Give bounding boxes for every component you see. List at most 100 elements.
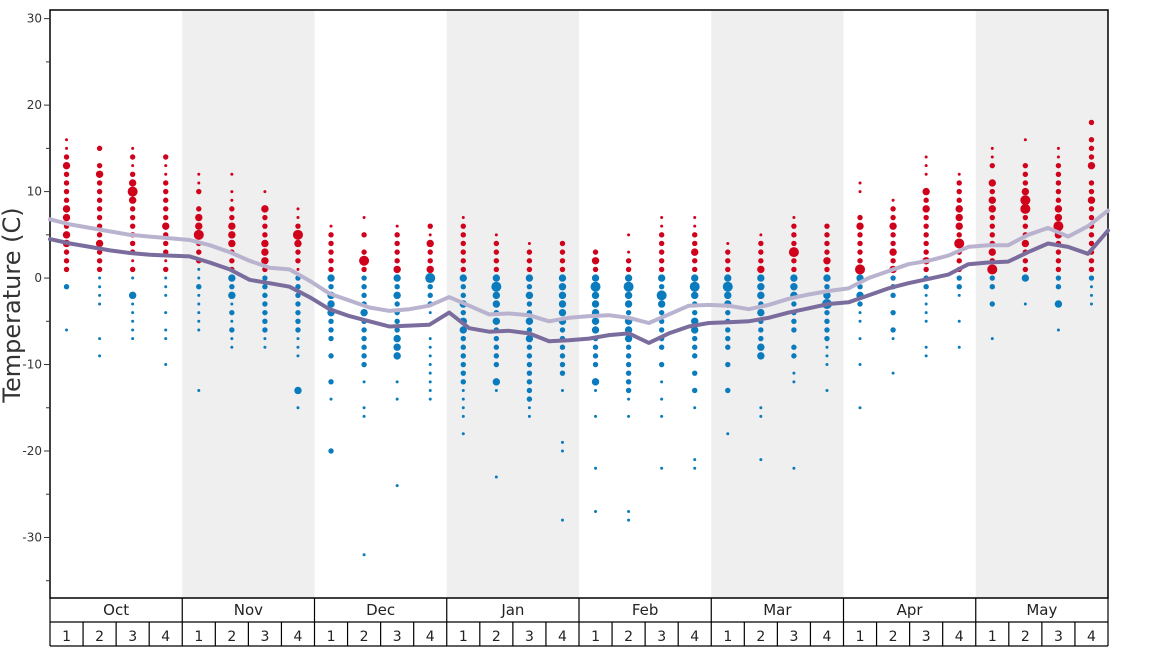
warm-temperature-dot: [394, 232, 400, 238]
warm-temperature-dot: [228, 231, 236, 239]
warm-temperature-dot: [229, 258, 235, 264]
cold-temperature-dot: [393, 352, 401, 360]
warm-temperature-dot: [62, 205, 71, 213]
cold-temperature-dot: [492, 274, 501, 282]
cold-temperature-dot: [625, 361, 632, 368]
cold-temperature-dot: [624, 300, 633, 308]
warm-temperature-dot: [526, 266, 533, 273]
cold-temperature-dot: [790, 274, 798, 282]
cold-temperature-dot: [591, 317, 600, 325]
warm-temperature-dot: [692, 232, 698, 238]
warm-temperature-dot: [759, 233, 763, 237]
warm-temperature-dot: [1055, 266, 1062, 273]
warm-temperature-dot: [62, 161, 71, 170]
cold-temperature-dot: [558, 291, 567, 300]
cold-temperature-dot: [131, 319, 135, 323]
warm-temperature-dot: [1055, 162, 1062, 169]
warm-temperature-dot: [791, 258, 797, 264]
lower-temperature-line: [48, 228, 1110, 345]
cold-temperature-dot: [461, 432, 465, 436]
cold-temperature-dot: [691, 326, 699, 334]
cold-temperature-dot: [1089, 293, 1093, 297]
cold-temperature-dot: [693, 466, 697, 470]
cold-temperature-dot: [98, 337, 102, 341]
cold-temperature-dot: [825, 388, 829, 392]
warm-temperature-dot: [1022, 180, 1029, 186]
warm-temperature-dot: [591, 257, 600, 265]
warm-temperature-dot: [460, 240, 466, 247]
cold-temperature-dot: [824, 318, 830, 324]
cold-temperature-dot: [660, 380, 664, 384]
warm-temperature-dot: [1088, 154, 1095, 160]
cold-temperature-dot: [228, 291, 236, 300]
cold-temperature-dot: [726, 432, 730, 436]
cold-temperature-dot: [558, 283, 567, 291]
warm-temperature-dot: [691, 248, 699, 256]
cold-temperature-dot: [624, 291, 633, 300]
warm-temperature-dot: [757, 265, 765, 274]
warm-temperature-dot: [295, 258, 301, 264]
cold-temperature-dot: [591, 326, 600, 334]
cold-temperature-dot: [757, 308, 765, 317]
warm-temperature-dot: [1022, 266, 1029, 273]
warm-temperature-dot: [163, 197, 169, 203]
cold-temperature-dot: [725, 327, 731, 333]
warm-temperature-dot: [891, 198, 895, 202]
week-label: 4: [294, 629, 303, 645]
cold-temperature-dot: [526, 387, 533, 394]
cold-temperature-dot: [229, 309, 235, 316]
cold-temperature-dot: [394, 301, 400, 307]
cold-temperature-dot: [725, 344, 731, 350]
warm-temperature-dot: [95, 239, 104, 248]
warm-temperature-dot: [361, 232, 367, 238]
warm-temperature-dot: [1053, 221, 1064, 232]
cold-temperature-dot: [559, 353, 566, 359]
week-label: 4: [1087, 629, 1096, 645]
week-label: 4: [823, 629, 832, 645]
warm-temperature-dot: [890, 232, 896, 238]
cold-temperature-dot: [990, 337, 994, 341]
cold-temperature-dot: [625, 353, 632, 359]
warm-temperature-dot: [989, 232, 995, 238]
warm-temperature-dot: [228, 222, 236, 230]
cold-temperature-dot: [328, 327, 334, 333]
warm-temperature-dot: [328, 266, 334, 273]
warm-temperature-dot: [1022, 171, 1029, 177]
cold-temperature-dot: [460, 284, 466, 290]
cold-temperature-dot: [131, 311, 135, 315]
warm-temperature-dot: [197, 172, 201, 176]
cold-temperature-dot: [262, 318, 268, 324]
warm-temperature-dot: [163, 240, 169, 247]
cold-temperature-dot: [428, 311, 432, 315]
warm-temperature-dot: [262, 232, 268, 238]
cold-temperature-dot: [262, 275, 268, 281]
warm-temperature-dot: [129, 214, 136, 221]
cold-temperature-dot: [229, 327, 235, 333]
warm-temperature-dot: [1088, 240, 1095, 247]
warm-temperature-dot: [791, 266, 797, 273]
cold-temperature-dot: [625, 344, 632, 350]
cold-temperature-dot: [460, 361, 466, 368]
cold-temperature-dot: [823, 274, 831, 282]
warm-temperature-dot: [956, 188, 962, 195]
cold-temperature-dot: [559, 344, 566, 350]
y-tick-label: 20: [27, 98, 42, 112]
cold-temperature-dot: [857, 301, 863, 307]
warm-temperature-dot: [127, 186, 138, 197]
warm-temperature-dot: [592, 266, 599, 273]
cold-temperature-dot: [164, 293, 168, 297]
warm-temperature-dot: [758, 258, 764, 264]
cold-temperature-dot: [197, 328, 201, 332]
warm-temperature-dot: [1088, 258, 1095, 264]
cold-temperature-dot: [1055, 284, 1062, 290]
warm-temperature-dot: [295, 223, 301, 229]
warm-temperature-dot: [427, 223, 433, 229]
warm-temperature-dot: [955, 213, 963, 222]
warm-temperature-dot: [1088, 266, 1095, 273]
week-label: 3: [260, 629, 269, 645]
warm-temperature-dot: [954, 238, 965, 249]
warm-temperature-dot: [1088, 214, 1095, 221]
warm-temperature-dot: [658, 258, 665, 264]
cold-temperature-dot: [591, 300, 600, 308]
cold-temperature-dot: [625, 309, 632, 316]
